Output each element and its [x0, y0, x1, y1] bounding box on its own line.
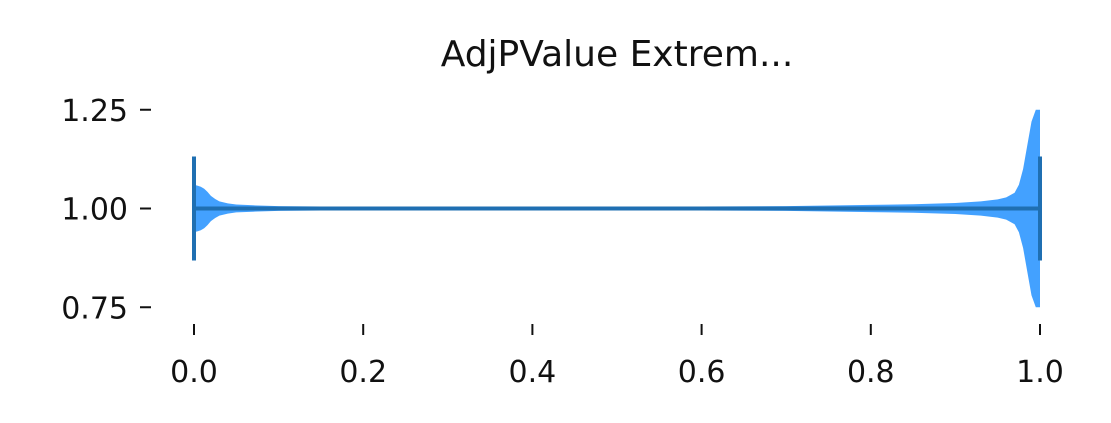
y-tick-label: 1.25 [61, 94, 128, 129]
x-tick-label: 0.4 [509, 355, 557, 390]
x-tick-label: 1.0 [1016, 355, 1064, 390]
x-tick-label: 0.6 [678, 355, 726, 390]
y-tick-label: 0.75 [61, 291, 128, 326]
x-tick-label: 0.8 [847, 355, 895, 390]
x-axis: 0.0 0.2 0.4 0.6 0.8 1.0 [170, 324, 1064, 390]
y-tick-label: 1.00 [61, 193, 128, 228]
y-axis: 0.75 1.00 1.25 [61, 94, 151, 326]
chart-title: AdjPValue Extrem... [441, 34, 794, 75]
violin-layer [192, 109, 1042, 308]
x-tick-label: 0.0 [170, 355, 218, 390]
x-tick-label: 0.2 [339, 355, 387, 390]
